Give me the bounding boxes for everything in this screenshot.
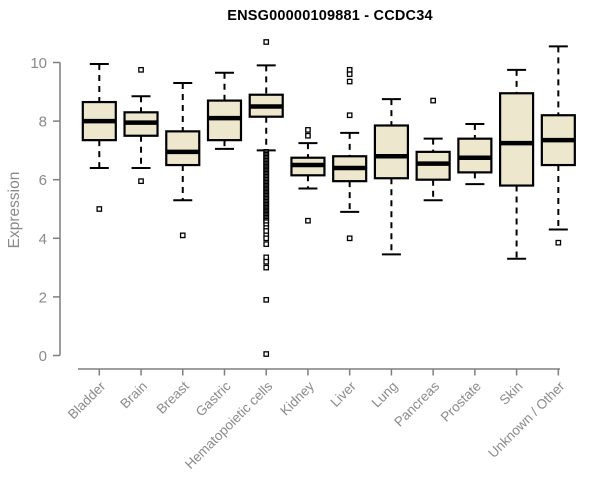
outlier-point: [263, 258, 270, 265]
outlier-point: [263, 296, 270, 303]
outlier-point: [346, 66, 353, 73]
outlier-point: [346, 235, 353, 242]
box-prostate: [457, 123, 493, 186]
iqr-box: [373, 124, 410, 180]
y-tick-label: 0: [39, 348, 47, 365]
y-tick-label: 10: [30, 55, 47, 72]
x-category-label: Brain: [117, 379, 150, 412]
y-tick-label: 4: [39, 231, 47, 248]
outlier-point: [138, 178, 144, 185]
outlier-point: [179, 232, 186, 239]
outlier-point: [263, 254, 270, 261]
box-kidney: [290, 127, 326, 224]
box-liver: [332, 66, 368, 242]
outlier-point: [555, 239, 562, 246]
outlier-point: [346, 71, 353, 78]
iqr-box: [165, 130, 201, 167]
outlier-point: [263, 235, 270, 242]
box-lung: [373, 98, 410, 256]
outlier-point: [138, 66, 144, 73]
box-brain: [123, 66, 159, 185]
box-bladder: [81, 62, 117, 212]
outlier-point: [263, 264, 270, 271]
outlier-point: [305, 127, 311, 133]
x-category-label: Gastric: [193, 378, 234, 419]
x-category-label: Kidney: [277, 378, 317, 418]
outlier-point: [263, 228, 270, 234]
iqr-box: [499, 92, 535, 187]
outlier-point: [263, 351, 270, 357]
chart-title: ENSG00000109881 - CCDC34: [227, 8, 433, 24]
x-category-label: Liver: [328, 378, 360, 410]
outlier-point: [305, 132, 311, 139]
y-tick-label: 6: [39, 172, 47, 189]
box-pancreas: [415, 97, 451, 202]
x-category-label: Breast: [154, 378, 192, 416]
outlier-point: [430, 97, 436, 104]
box-unknown-other: [540, 45, 576, 246]
x-category-label: Prostate: [438, 379, 484, 425]
outlier-point: [305, 217, 311, 224]
outlier-point: [263, 39, 270, 45]
x-category-label: Lung: [369, 379, 401, 411]
outlier-point: [263, 241, 270, 248]
y-tick-label: 8: [39, 114, 47, 131]
box-gastric: [206, 71, 243, 150]
y-tick-label: 2: [39, 289, 47, 306]
x-category-label: Pancreas: [391, 378, 442, 429]
outlier-point: [96, 206, 103, 212]
outlier-point: [346, 112, 353, 119]
outlier-point: [346, 78, 353, 85]
x-category-label: Skin: [497, 379, 526, 408]
box-skin: [499, 68, 535, 260]
x-category-label: Bladder: [65, 378, 109, 422]
box-hematopoietic-cells: [248, 39, 284, 357]
x-category-label: Unknown / Other: [485, 378, 568, 461]
box-breast: [165, 82, 201, 239]
